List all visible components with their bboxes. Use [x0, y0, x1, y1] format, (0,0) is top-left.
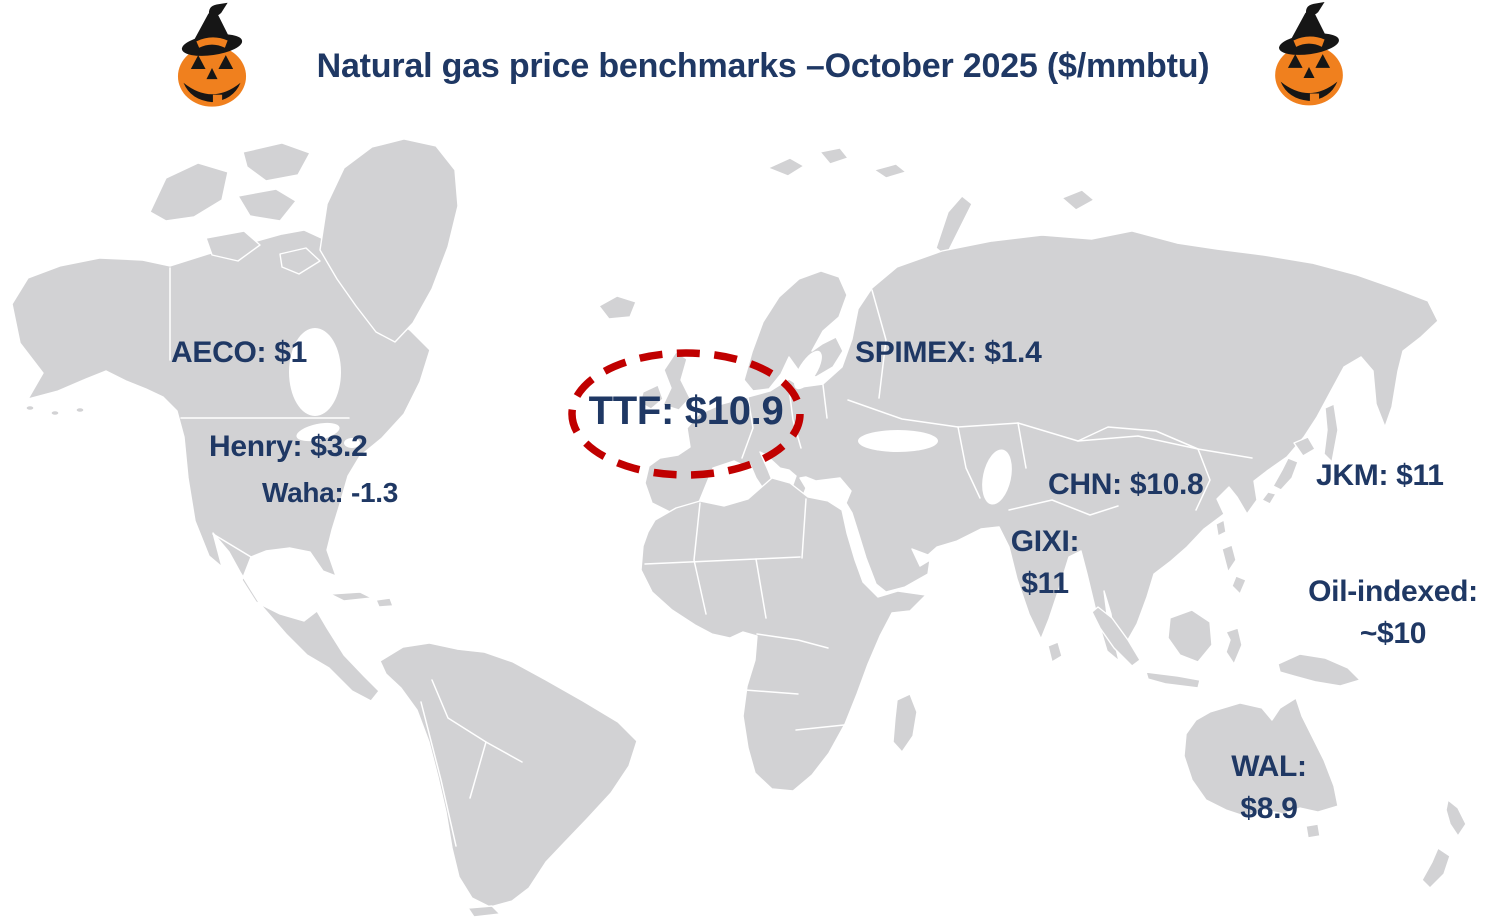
great-lakes [344, 438, 360, 448]
label-aeco: AECO: $1 [171, 336, 307, 369]
tasmania [1305, 823, 1321, 839]
border-guiana [469, 741, 487, 799]
arctic-russia-islands [873, 163, 907, 179]
severnaya-zemlya [1061, 189, 1095, 211]
border-central-asia [957, 426, 981, 499]
hudson-bay [289, 328, 341, 416]
border-africa [756, 633, 829, 649]
border-europe [822, 384, 828, 419]
sakhalin [1323, 403, 1339, 463]
border-europe [741, 397, 754, 459]
border-central-asia [1017, 422, 1027, 469]
pumpkin-witch-hat-icon [1275, 2, 1343, 106]
svalbard [767, 157, 805, 177]
iceland [598, 295, 637, 320]
greenland [319, 138, 459, 343]
label-wal-name: WAL: [1231, 750, 1307, 783]
continent-eurasia [644, 230, 1439, 662]
label-oil-indexed-name: Oil-indexed: [1308, 575, 1478, 608]
new-guinea [1277, 653, 1361, 687]
arctic-islands [279, 247, 321, 275]
border-africa [693, 502, 707, 615]
label-gixi-value: $11 [1021, 567, 1069, 600]
border-europe [788, 387, 802, 449]
black-sea [858, 430, 938, 452]
sumatra [1091, 606, 1141, 667]
border-mongolia [1077, 426, 1199, 450]
label-oil-indexed: Oil-indexed: ~$10 [1308, 571, 1478, 655]
border-russia-europe [871, 289, 887, 399]
borneo [1167, 609, 1213, 663]
caspian-sea [982, 449, 1012, 505]
label-ttf: TTF: $10.9 [588, 389, 784, 433]
border-africa [755, 558, 767, 619]
border-himalaya [1008, 499, 1119, 516]
label-wal: WAL: $8.9 [1231, 746, 1307, 830]
new-zealand-south [1421, 847, 1451, 889]
sri-lanka [1047, 641, 1063, 663]
australia [1183, 697, 1339, 817]
border-africa [801, 498, 807, 559]
japan-honshu [1272, 457, 1299, 491]
border-brazil [431, 679, 523, 763]
arctic-islands [205, 230, 261, 262]
great-lakes [296, 422, 340, 442]
arctic-islands [237, 188, 297, 222]
label-chn: CHN: $10.8 [1048, 468, 1204, 501]
philippines [1231, 575, 1247, 595]
border-andes [420, 701, 457, 847]
taiwan [1215, 519, 1227, 537]
label-gixi-name: GIXI: [1010, 525, 1080, 558]
label-waha: Waha: -1.3 [262, 477, 398, 508]
arctic-islands [149, 162, 229, 222]
japan-kyushu [1261, 491, 1277, 505]
border-china [1195, 448, 1211, 511]
border-africa [744, 689, 799, 695]
ttf-highlight-ellipse [568, 349, 804, 479]
label-henry-hub: Henry: $3.2 [209, 430, 368, 463]
label-jkm: JKM: $11 [1316, 459, 1444, 492]
label-oil-indexed-value: ~$10 [1359, 617, 1427, 650]
border-russia-south [847, 399, 1253, 459]
aleutian-islet [50, 409, 60, 417]
philippines [1221, 544, 1237, 573]
caribbean-cuba [329, 591, 373, 602]
baltic-sea [794, 350, 822, 390]
continent-africa [640, 477, 927, 792]
page-title: Natural gas price benchmarks –October 20… [316, 47, 1210, 85]
new-zealand-north [1445, 799, 1467, 837]
label-spimex: SPIMEX: $1.4 [855, 336, 1042, 369]
aleutian-islet [75, 406, 85, 414]
arctic-islands [242, 142, 311, 182]
ireland [639, 384, 664, 410]
java [1145, 671, 1201, 689]
label-gixi: GIXI: $11 [1011, 521, 1080, 605]
label-wal-value: $8.9 [1240, 792, 1298, 825]
pumpkin-witch-hat-icon [177, 2, 247, 107]
border-africa [795, 724, 845, 731]
madagascar [892, 693, 918, 753]
tierra-del-fuego [467, 905, 501, 918]
sulawesi [1225, 627, 1243, 665]
franz-josef [819, 147, 849, 165]
caribbean-hispaniola [375, 597, 394, 608]
aleutian-islet [25, 404, 35, 412]
border-us-mexico [212, 533, 257, 561]
japan-hokkaido [1293, 436, 1316, 457]
